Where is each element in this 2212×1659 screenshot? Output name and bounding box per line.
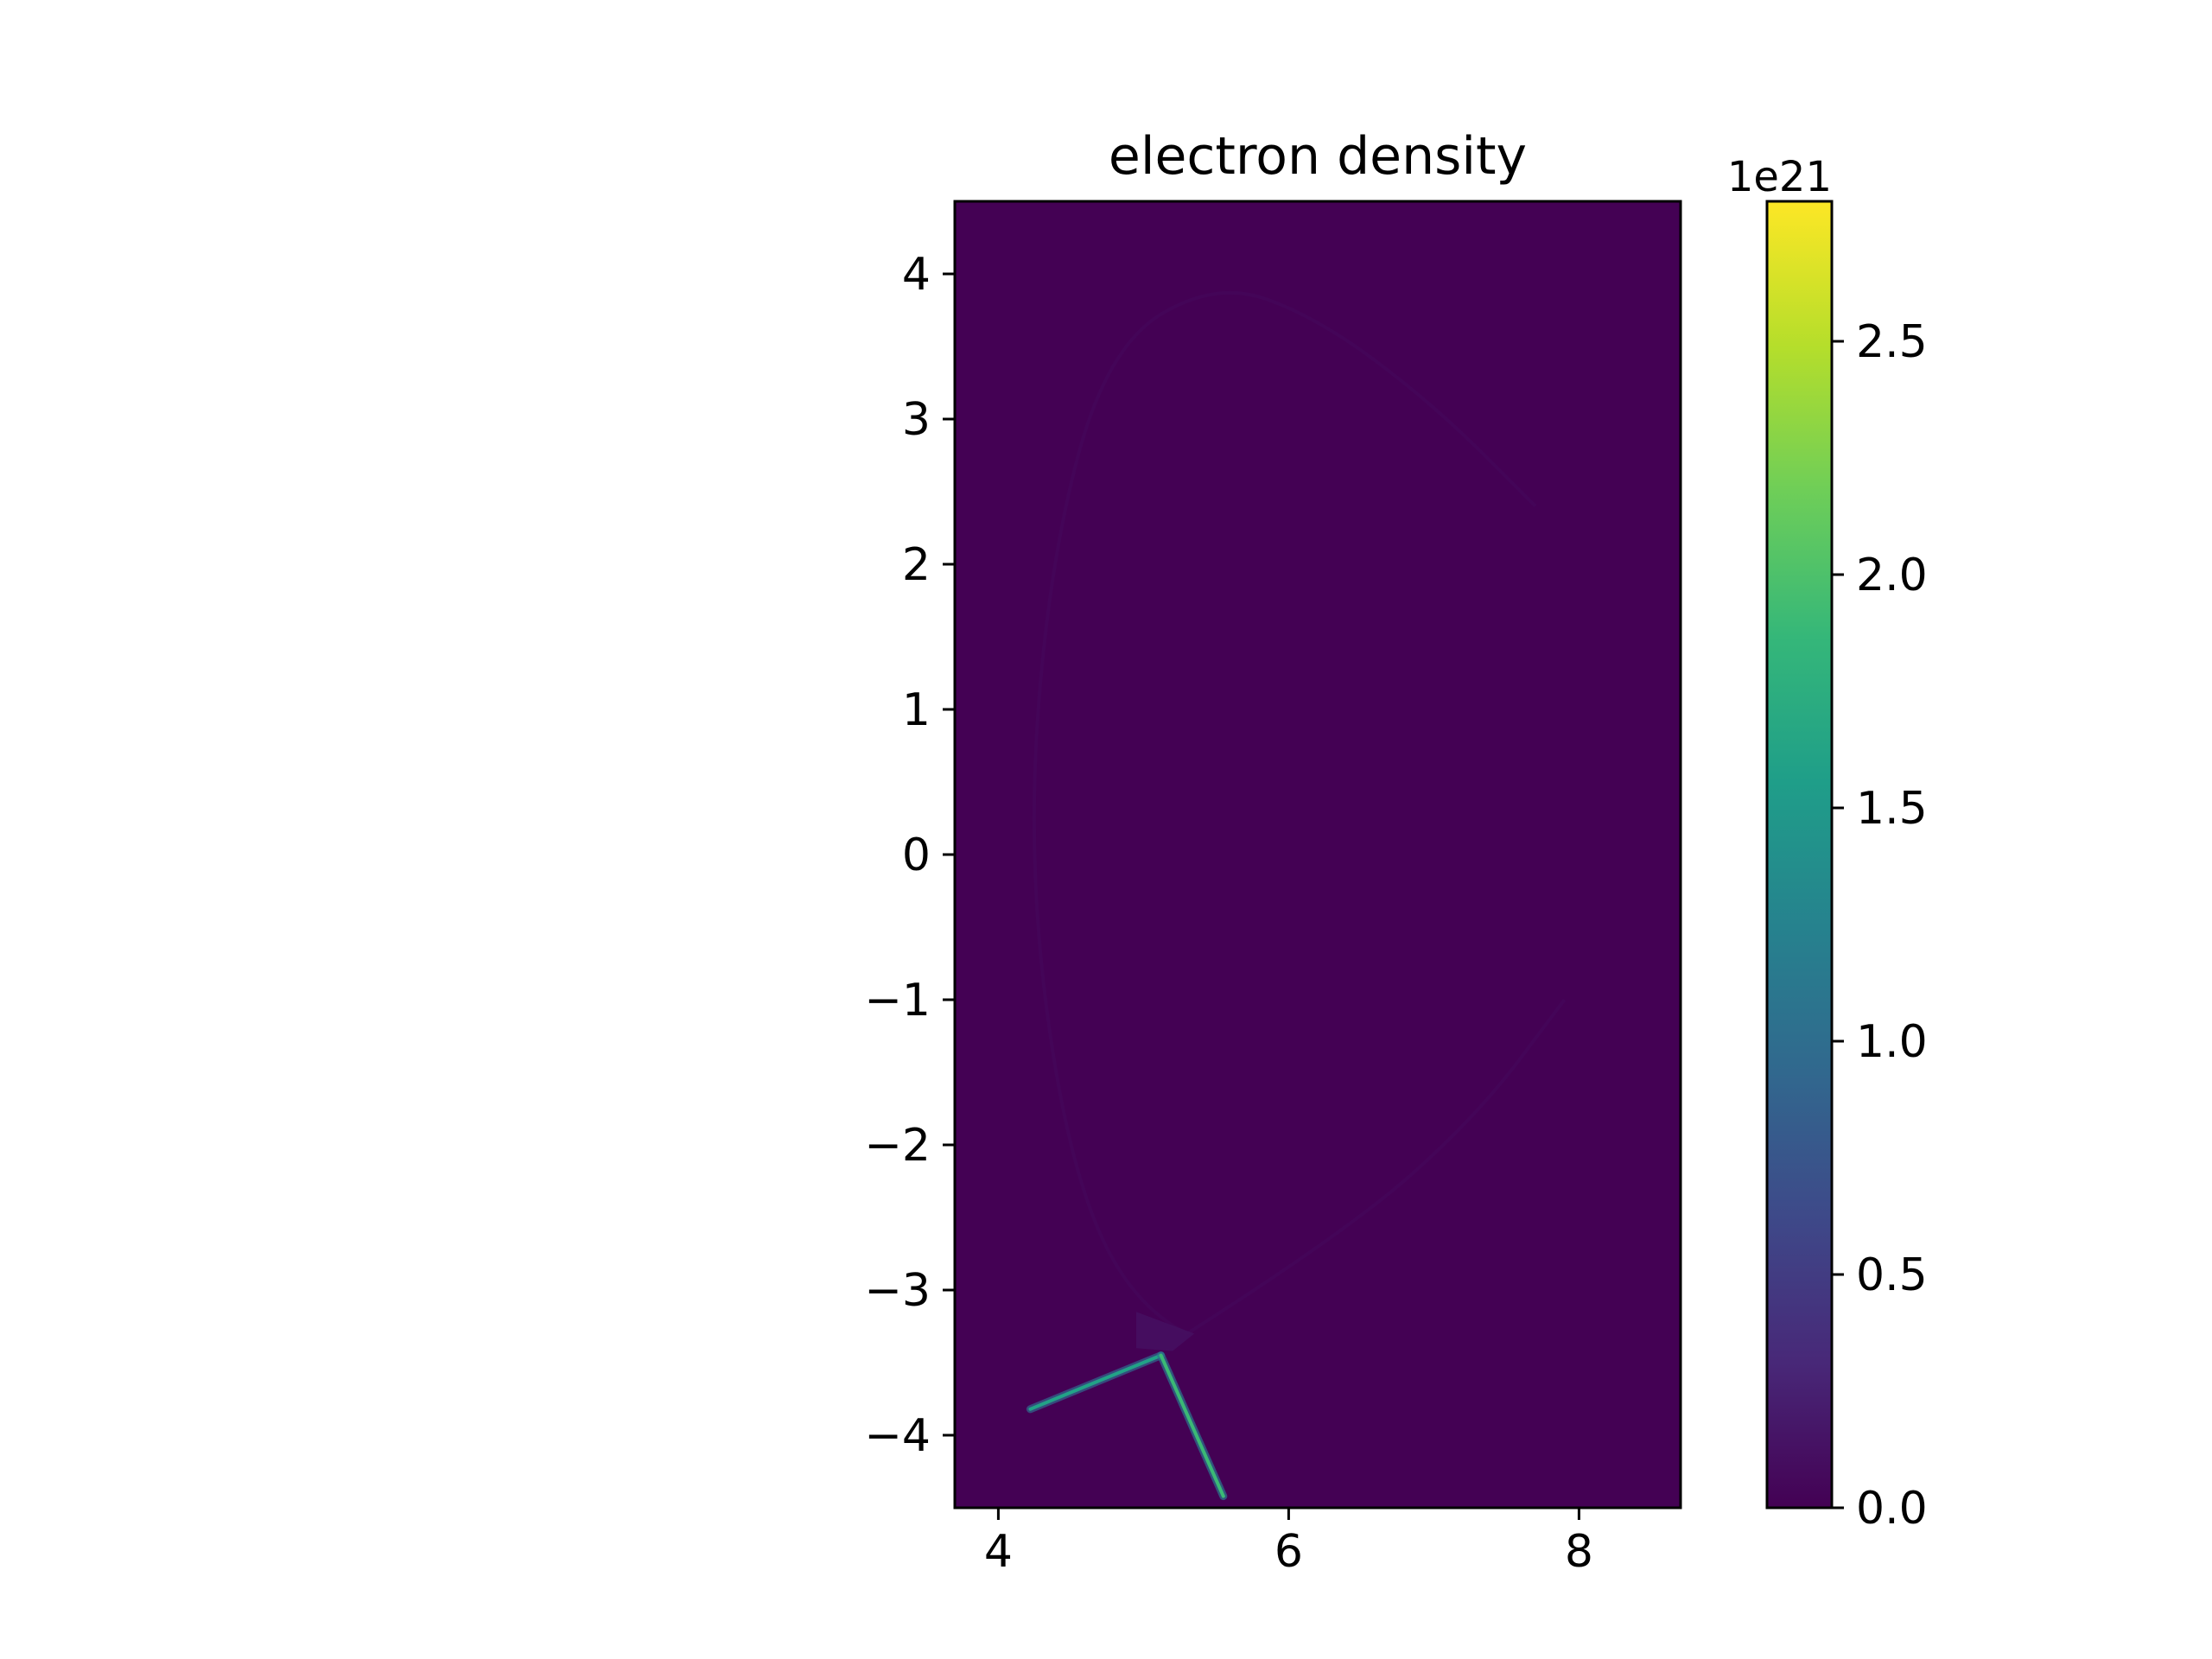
colorbar-offset-label: 1e21 [1727,153,1832,201]
colorbar-tick-label: 0.5 [1856,1249,1928,1301]
y-axis: −4 −3 −2 −1 0 1 2 3 4 [864,249,955,1462]
outer-divertor-leg [1159,1353,1225,1498]
colorbar-tick-label: 1.5 [1856,783,1928,835]
y-tick-label: −2 [864,1120,931,1172]
heatmap-features [1026,290,1567,1501]
inner-divertor-leg [1028,1353,1163,1411]
y-tick-label: 4 [902,249,931,301]
x-point-shading [1136,1312,1195,1351]
heatmap-background [955,201,1681,1508]
separatrix-lower-right [1185,998,1567,1336]
colorbar-tick-label: 0.0 [1856,1483,1928,1535]
colorbar [1765,200,1834,1510]
x-tick-label: 8 [1565,1526,1593,1578]
colorbar-tick-label: 2.0 [1856,550,1928,601]
colorbar-axis: 0.0 0.5 1.0 1.5 2.0 2.5 [1832,316,1928,1535]
y-tick-label: 2 [902,539,931,591]
x-axis: 4 6 8 [984,1508,1593,1578]
colorbar-tick-label: 1.0 [1856,1016,1928,1068]
x-tick-label: 6 [1274,1526,1303,1578]
colorbar-tick-label: 2.5 [1856,316,1928,368]
y-tick-label: −4 [864,1410,931,1462]
y-tick-label: 1 [902,684,931,736]
y-tick-label: −1 [864,975,931,1027]
chart-title: electron density [1109,126,1527,187]
x-tick-label: 4 [984,1526,1013,1578]
y-tick-label: −3 [864,1265,931,1317]
separatrix-outline [1032,290,1537,1336]
y-tick-label: 3 [902,394,931,446]
y-tick-label: 0 [902,830,931,881]
